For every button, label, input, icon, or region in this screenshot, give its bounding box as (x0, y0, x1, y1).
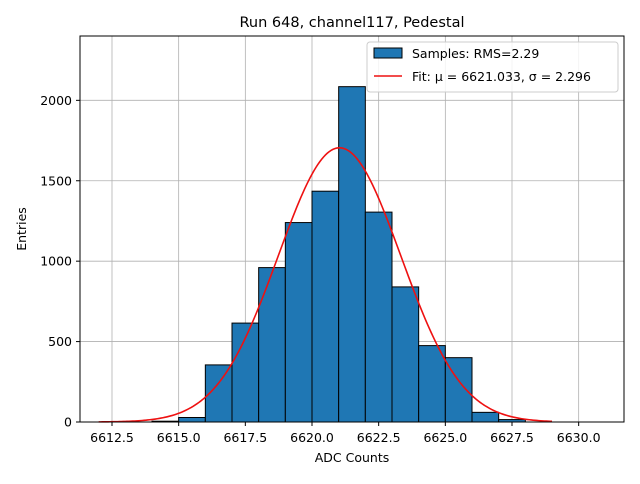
y-tick-label-2: 1000 (40, 254, 72, 269)
histogram-bar-9 (391, 286, 420, 423)
y-tick-label-0: 0 (64, 415, 72, 430)
x-axis-label: ADC Counts (315, 450, 390, 465)
histogram-bar-10 (418, 345, 446, 423)
legend: Samples: RMS=2.29 Fit: μ = 6621.033, σ =… (366, 41, 619, 93)
y-tick-label-3: 1500 (40, 173, 72, 188)
histogram-bars (151, 86, 526, 423)
x-tick-label-3: 6620.0 (290, 430, 334, 445)
fit-curve-group (98, 147, 553, 423)
chart-title: Run 648, channel117, Pedestal (239, 15, 464, 31)
gaussian-fit-curve (98, 147, 553, 423)
x-tick-label-5: 6625.0 (423, 430, 467, 445)
legend-label-fit: Fit: μ = 6621.033, σ = 2.296 (412, 69, 591, 84)
histogram-bar-5 (284, 222, 313, 423)
legend-label-histogram: Samples: RMS=2.29 (412, 46, 539, 61)
histogram-bar-4 (258, 267, 286, 423)
x-axis-ticks: 6612.5 6615.0 6617.5 6620.0 6622.5 6625.0 6627… (90, 422, 601, 445)
y-tick-label-1: 500 (48, 334, 72, 349)
histogram-bar-8 (364, 211, 393, 423)
y-tick-label-4: 2000 (40, 93, 72, 108)
x-tick-label-2: 6617.5 (223, 430, 267, 445)
x-tick-label-7: 6630.0 (557, 430, 601, 445)
histogram-bar-1 (178, 416, 206, 423)
x-tick-label-0: 6612.5 (90, 430, 134, 445)
x-tick-label-4: 6622.5 (357, 430, 401, 445)
legend-box (366, 41, 619, 93)
legend-swatch-histogram (373, 47, 403, 59)
y-axis-label: Entries (14, 207, 29, 251)
histogram-bar-12 (471, 411, 500, 423)
x-tick-label-6: 6627.5 (490, 430, 534, 445)
y-axis-ticks: 0 500 1000 1500 2000 (40, 93, 80, 430)
histogram-bar-6 (311, 190, 340, 423)
plot-frame (79, 35, 625, 423)
x-tick-label-1: 6615.0 (157, 430, 201, 445)
histogram-bar-7 (338, 86, 366, 423)
